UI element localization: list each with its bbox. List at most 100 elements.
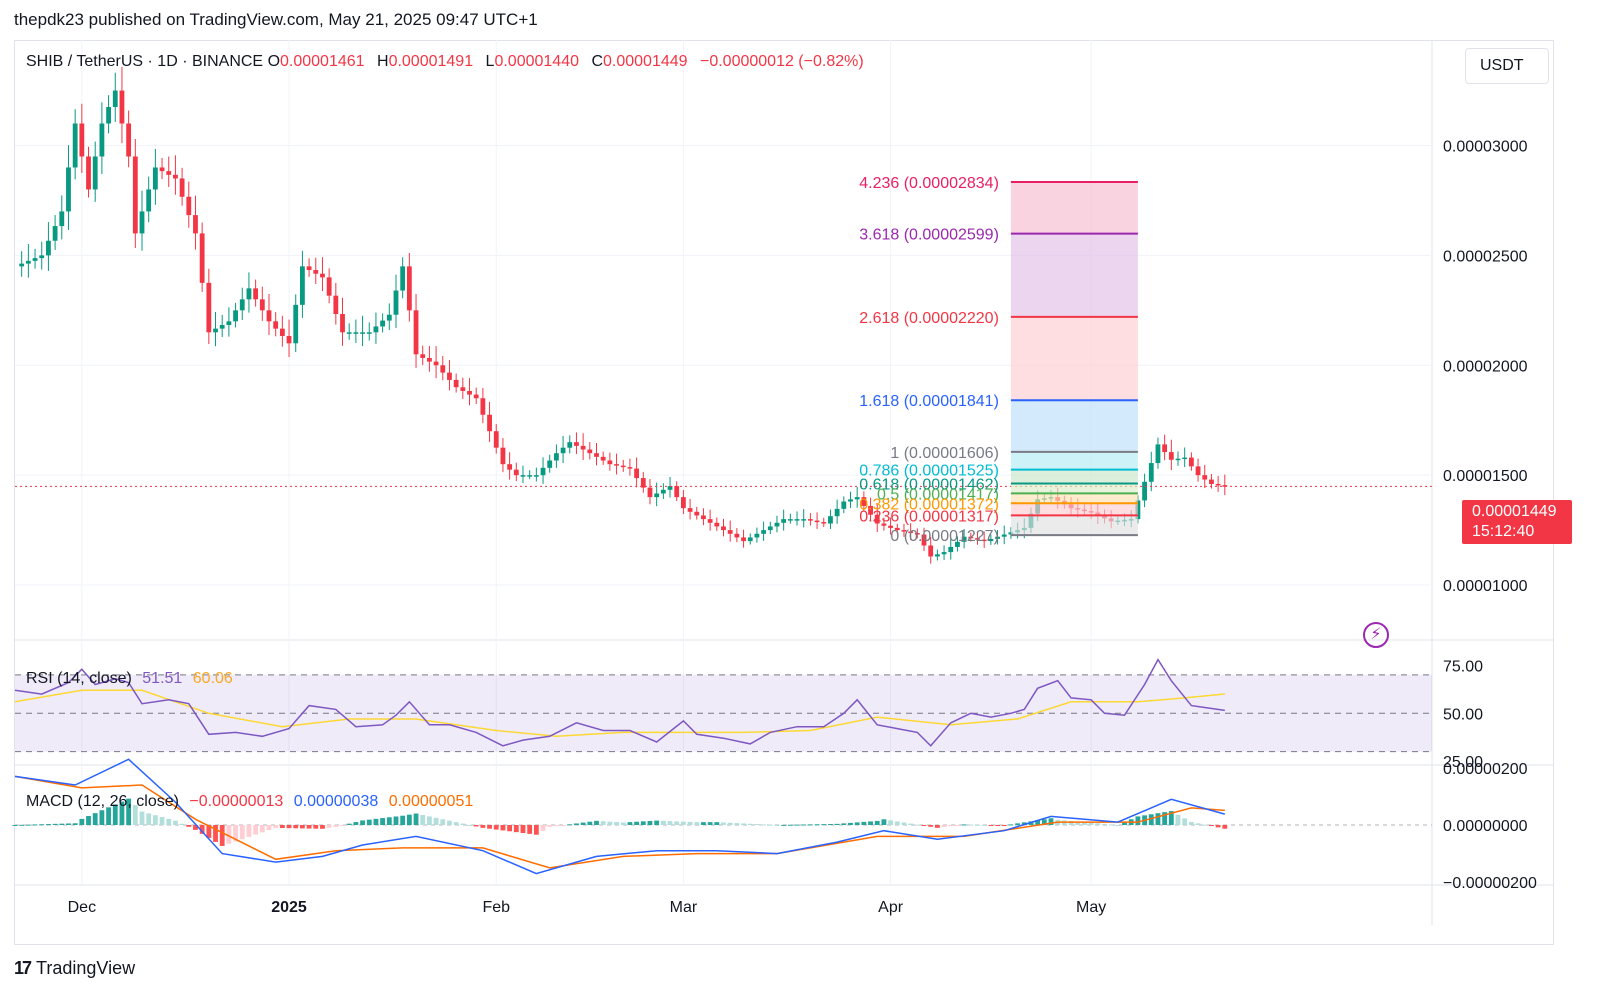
candle-body (694, 511, 700, 516)
candle-body (79, 123, 85, 157)
candle-body (72, 123, 78, 168)
macd-hist-bar (72, 823, 78, 825)
macd-hist-bar (233, 825, 238, 842)
tradingview-logo-icon: 17 (14, 958, 32, 978)
symbol-label[interactable]: SHIB / TetherUS · 1D · BINANCE (26, 53, 264, 70)
candle (72, 109, 78, 180)
high-value: 0.00001491 (388, 53, 474, 70)
candle-body (25, 260, 31, 264)
candle-body (400, 266, 406, 291)
fib-zone (1010, 503, 1138, 516)
candle (995, 530, 1000, 545)
candle-body (968, 536, 974, 539)
last-price-tag: 0.00001449 15:12:40 (1462, 500, 1572, 544)
candle (614, 453, 619, 475)
macd-hist-bar (86, 816, 91, 825)
candle (52, 215, 58, 250)
macd-hist-bar (981, 824, 987, 826)
macd-line-value: 0.00000038 (293, 793, 379, 810)
fib-zone (1010, 181, 1138, 234)
candle (286, 319, 292, 357)
macd-hist-bar (848, 822, 853, 825)
candle (901, 523, 907, 537)
candle-body (1188, 457, 1194, 467)
rsi-tick-label: 75.00 (1443, 658, 1483, 675)
candle (447, 360, 452, 391)
price-tick-label: 0.00002500 (1443, 248, 1528, 265)
candle (480, 388, 486, 424)
candle-body (587, 449, 593, 454)
fib-level-label: 0.786 (0.00001525) (859, 463, 999, 480)
fib-level-label: 0 (0.00001227) (890, 528, 999, 545)
candle-body (1155, 444, 1161, 464)
candle (727, 520, 733, 542)
macd-hist-bar (406, 814, 412, 825)
macd-hist-bar (647, 820, 653, 825)
macd-hist-bar (126, 798, 132, 825)
candle-body (480, 398, 486, 415)
macd-hist-bar (1162, 812, 1168, 825)
candle (273, 312, 279, 337)
rsi-title[interactable]: RSI (14, close) (26, 670, 132, 687)
candle (721, 518, 726, 537)
candle (560, 435, 566, 464)
macd-hist-bar (627, 822, 633, 825)
macd-hist-bar (861, 821, 867, 825)
macd-hist-bar (273, 825, 279, 828)
candle-body (1162, 444, 1168, 453)
candle (894, 523, 900, 534)
macd-hist-bar (955, 825, 960, 826)
lightning-icon[interactable]: ⚡ (1363, 622, 1389, 648)
candle (66, 145, 71, 231)
candle (300, 250, 305, 318)
macd-hist-bar (1041, 819, 1047, 825)
macd-hist-bar (413, 813, 419, 825)
candle-body (1001, 534, 1007, 537)
candle (226, 307, 232, 337)
macd-hist-bar (1155, 813, 1161, 825)
macd-hist-bar (560, 825, 566, 826)
macd-hist-bar (894, 821, 900, 825)
macd-hist-bar (92, 813, 98, 825)
candle-body (914, 533, 920, 535)
macd-hist-bar (1075, 821, 1081, 825)
candle (233, 302, 238, 328)
currency-button[interactable]: USDT (1465, 48, 1549, 84)
candle (975, 532, 980, 545)
macd-hist-bar (634, 821, 640, 825)
candle (948, 537, 954, 560)
candle (647, 479, 653, 505)
tradingview-brand[interactable]: TradingView (36, 958, 136, 978)
price-tick-label: 0.00001500 (1443, 468, 1528, 485)
macd-hist-bar (306, 825, 312, 829)
fib-zone (1010, 316, 1138, 401)
macd-hist-bar (928, 825, 934, 827)
candle (500, 438, 506, 473)
macd-title[interactable]: MACD (12, 26, close) (26, 793, 179, 810)
macd-hist-bar (186, 825, 192, 827)
candle (460, 377, 466, 399)
macd-hist-bar (300, 825, 305, 829)
candle (106, 95, 111, 134)
candle (326, 268, 332, 304)
candle (39, 241, 45, 270)
macd-hist-bar (520, 825, 526, 833)
candle (373, 312, 379, 344)
candle (1195, 458, 1201, 482)
macd-hist-bar (166, 818, 172, 825)
macd-hist-bar (320, 825, 325, 829)
macd-hist-bar (794, 824, 800, 826)
macd-hist-bar (868, 821, 873, 825)
candle-body (273, 321, 279, 329)
candle-body (640, 478, 646, 488)
candle-body (520, 475, 526, 477)
candle-body (614, 464, 619, 466)
candle-body (360, 332, 365, 334)
candle (841, 496, 847, 514)
candle (1001, 525, 1007, 545)
candle (119, 66, 125, 144)
candle-body (741, 537, 746, 542)
macd-hist-bar (547, 825, 553, 827)
candle-body (320, 273, 325, 278)
